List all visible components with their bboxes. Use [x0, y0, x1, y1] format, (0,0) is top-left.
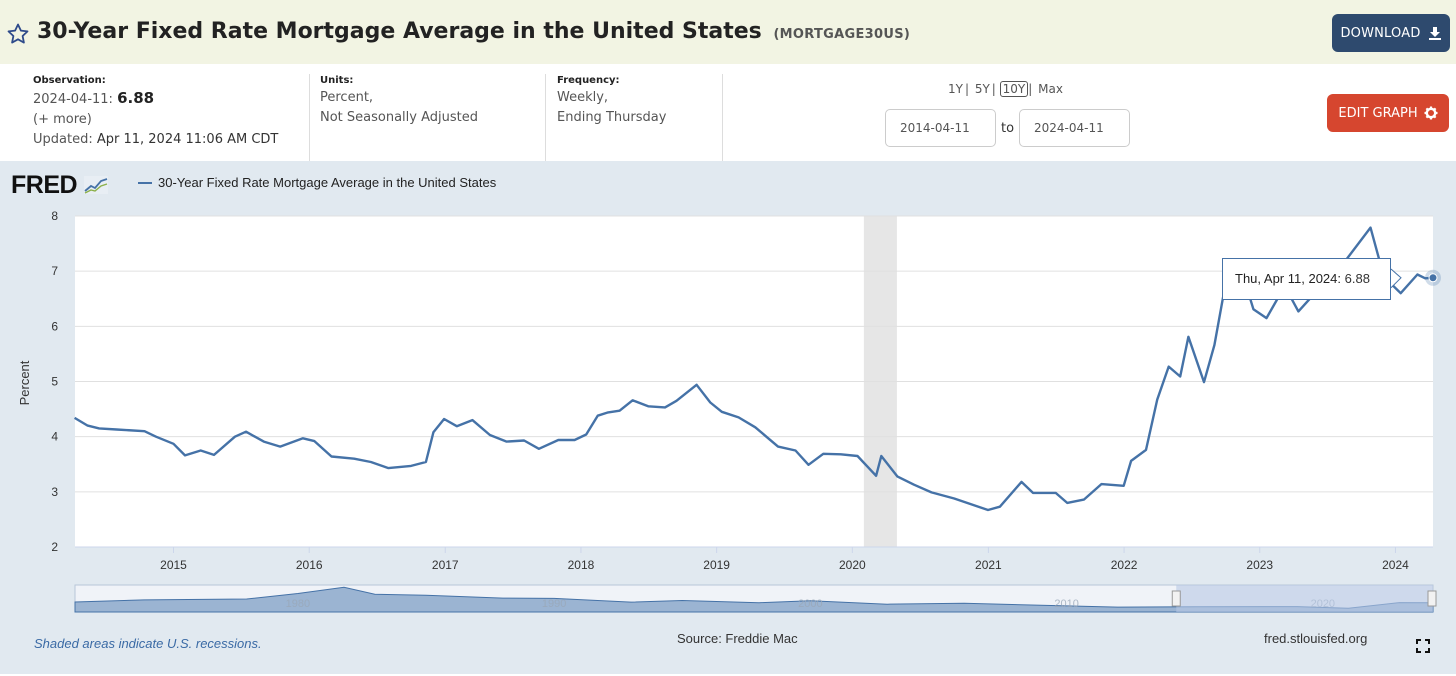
y-tick-label: 2	[51, 540, 58, 554]
y-tick-label: 4	[51, 430, 58, 444]
updated-line: Updated: Apr 11, 2024 11:06 AM CDT	[33, 130, 278, 150]
data-tooltip: Thu, Apr 11, 2024: 6.88	[1222, 258, 1391, 300]
x-tick-label: 2021	[975, 558, 1002, 572]
page-header: 30-Year Fixed Rate Mortgage Average in t…	[0, 0, 1456, 64]
fullscreen-icon[interactable]	[1416, 639, 1430, 653]
graph-panel: FRED 30-Year Fixed Rate Mortgage Average…	[0, 161, 1456, 674]
y-tick-label: 3	[51, 485, 58, 499]
x-tick-label: 2016	[296, 558, 323, 572]
divider	[722, 74, 723, 161]
x-tick-label: 2022	[1111, 558, 1138, 572]
units-block: Units: Percent, Not Seasonally Adjusted	[320, 74, 478, 161]
navigator-tick-label: 2010	[1054, 598, 1078, 610]
download-label: DOWNLOAD	[1340, 25, 1421, 41]
frequency-label: Frequency:	[557, 75, 620, 86]
tooltip-pointer	[1390, 268, 1402, 289]
units-line2: Not Seasonally Adjusted	[320, 110, 478, 125]
legend-label: 30-Year Fixed Rate Mortgage Average in t…	[158, 175, 497, 190]
x-tick-label: 2020	[839, 558, 866, 572]
range-max[interactable]: Max	[1038, 82, 1063, 96]
star-icon[interactable]	[6, 22, 30, 46]
observation-value: 6.88	[117, 89, 155, 107]
units-label: Units:	[320, 75, 354, 86]
x-tick-label: 2019	[703, 558, 730, 572]
y-tick-label: 8	[51, 209, 58, 223]
units-line1: Percent,	[320, 90, 374, 105]
more-link[interactable]: (+ more)	[33, 112, 92, 127]
updated-value: Apr 11, 2024 11:06 AM CDT	[96, 132, 279, 147]
tooltip-value: 6.88	[1344, 271, 1370, 286]
line-chart[interactable]: 2 3 4 5 6 7 8 2015 2016 2017 2018 2019 2020 2021 2022…	[0, 161, 1456, 621]
chart-icon	[83, 176, 108, 194]
fred-logo-text: FRED	[11, 171, 78, 199]
x-tick-label: 2017	[432, 558, 459, 572]
fred-logo: FRED	[11, 171, 108, 200]
range-10y[interactable]: 10Y	[999, 81, 1029, 97]
chart-legend[interactable]: 30-Year Fixed Rate Mortgage Average in t…	[138, 175, 496, 190]
series-id: (MORTGAGE30US)	[773, 27, 911, 42]
divider	[309, 74, 310, 161]
y-tick-label: 7	[51, 264, 58, 278]
navigator-selection	[1176, 585, 1433, 612]
tooltip-date: Thu, Apr 11, 2024:	[1235, 271, 1341, 286]
y-tick-label: 5	[51, 375, 58, 389]
navigator-tick-label: 1980	[286, 598, 310, 610]
navigator-tick-label: 2000	[798, 598, 822, 610]
x-tick-label: 2015	[160, 558, 187, 572]
to-label: to	[1001, 121, 1015, 136]
end-date-input[interactable]: 2024-04-11	[1019, 109, 1130, 147]
download-button[interactable]: DOWNLOAD	[1332, 14, 1450, 52]
gear-icon	[1424, 106, 1438, 120]
x-tick-label: 2024	[1382, 558, 1409, 572]
series-title: 30-Year Fixed Rate Mortgage Average in t…	[37, 19, 762, 44]
series-meta: Observation: 2024-04-11: 6.88 (+ more) U…	[0, 64, 1456, 161]
x-tick-label: 2018	[568, 558, 595, 572]
download-icon	[1428, 27, 1441, 40]
observation-value-line: 2024-04-11: 6.88	[33, 88, 278, 110]
navigator-handle	[1427, 590, 1437, 607]
legend-swatch	[138, 181, 152, 184]
observation-block: Observation: 2024-04-11: 6.88 (+ more) U…	[33, 74, 278, 161]
observation-date: 2024-04-11:	[33, 92, 113, 107]
x-tick-label: 2023	[1246, 558, 1273, 572]
frequency-line2: Ending Thursday	[557, 110, 667, 125]
edit-graph-label: EDIT GRAPH	[1338, 105, 1418, 121]
edit-graph-button[interactable]: EDIT GRAPH	[1327, 94, 1449, 132]
navigator-tick-label: 1990	[542, 598, 566, 610]
y-tick-label: 6	[51, 319, 58, 333]
site-link[interactable]: fred.stlouisfed.org	[1264, 631, 1368, 646]
series-line	[73, 226, 1434, 512]
updated-label: Updated:	[33, 132, 93, 147]
navigator-handle	[1171, 590, 1181, 607]
start-date-input[interactable]: 2014-04-11	[885, 109, 996, 147]
observation-label: Observation:	[33, 75, 106, 86]
hover-point	[1428, 273, 1438, 283]
source-text: Source: Freddie Mac	[677, 631, 798, 646]
y-axis-label: Percent	[17, 360, 32, 405]
frequency-line1: Weekly,	[557, 90, 609, 105]
range-5y[interactable]: 5Y	[974, 82, 990, 96]
divider	[545, 74, 546, 161]
page-title: 30-Year Fixed Rate Mortgage Average in t…	[37, 19, 910, 44]
range-1y[interactable]: 1Y	[948, 82, 963, 96]
frequency-block: Frequency: Weekly, Ending Thursday	[557, 74, 666, 161]
range-selector: 1Y | 5Y | 10Y | Max	[948, 81, 1063, 97]
recession-note: Shaded areas indicate U.S. recessions.	[34, 636, 262, 651]
